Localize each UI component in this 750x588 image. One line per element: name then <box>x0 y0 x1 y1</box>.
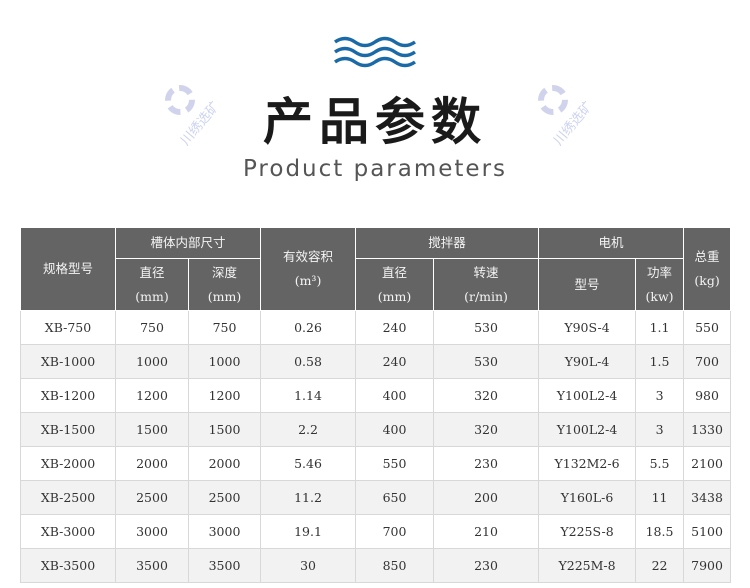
header-motor-model: 型号 <box>538 258 637 311</box>
table-cell: 320 <box>433 378 540 413</box>
product-parameters-table: 规格型号 槽体内部尺寸 有效容积 (m³) 搅拌器 电机 总重 (kg) 直径 (mm… <box>20 227 732 583</box>
table-cell: 1.14 <box>260 378 357 413</box>
page-subtitle: Product parameters <box>242 156 508 182</box>
table-cell: Y90S-4 <box>538 310 637 345</box>
table-cell: 18.5 <box>635 514 685 549</box>
table-cell: 2000 <box>115 446 189 481</box>
table-cell: 1500 <box>115 412 189 447</box>
table-cell: 550 <box>355 446 435 481</box>
table-cell: 3 <box>635 412 685 447</box>
header-agitator: 搅拌器 <box>355 227 540 259</box>
table-cell: 240 <box>355 344 435 379</box>
table-cell: Y160L-6 <box>538 480 637 515</box>
table-cell: 19.1 <box>260 514 357 549</box>
table-cell: 1.5 <box>635 344 685 379</box>
table-cell: 850 <box>355 548 435 583</box>
header-tank-depth: 深度 (mm) <box>187 258 262 311</box>
table-cell: 2500 <box>187 480 262 515</box>
table-cell: 530 <box>433 310 540 345</box>
table-cell: 3000 <box>115 514 189 549</box>
table-cell: 3500 <box>187 548 262 583</box>
table-cell: 700 <box>683 344 732 379</box>
table-cell: 1000 <box>115 344 189 379</box>
header-weight: 总重 (kg) <box>683 227 732 311</box>
table-cell: 230 <box>433 548 540 583</box>
table-cell: 2500 <box>115 480 189 515</box>
header-tank-diameter: 直径 (mm) <box>115 258 189 311</box>
table-cell: 5.46 <box>260 446 357 481</box>
table-row: XB-2500 2500 2500 11.2 650 200 Y160L-6 11 3438 <box>20 480 732 515</box>
table-cell: 3 <box>635 378 685 413</box>
table-cell: 700 <box>355 514 435 549</box>
header-agitator-diameter: 直径 (mm) <box>355 258 435 311</box>
table-cell: 11.2 <box>260 480 357 515</box>
table-cell: 240 <box>355 310 435 345</box>
header-volume: 有效容积 (m³) <box>260 227 357 311</box>
table-cell: 11 <box>635 480 685 515</box>
table-cell: Y225M-8 <box>538 548 637 583</box>
table-cell: 0.26 <box>260 310 357 345</box>
table-cell: Y225S-8 <box>538 514 637 549</box>
table-cell: 230 <box>433 446 540 481</box>
table-cell: 1.1 <box>635 310 685 345</box>
table-cell: 750 <box>115 310 189 345</box>
table-row: XB-2000 2000 2000 5.46 550 230 Y132M2-6 5.5 2100 <box>20 446 732 481</box>
wave-icon <box>333 36 417 68</box>
table-cell: Y90L-4 <box>538 344 637 379</box>
header-motor: 电机 <box>538 227 685 259</box>
table-cell: 980 <box>683 378 732 413</box>
table-cell: 200 <box>433 480 540 515</box>
table-cell: 5100 <box>683 514 732 549</box>
table-cell: 530 <box>433 344 540 379</box>
table-cell: 1200 <box>187 378 262 413</box>
table-cell: Y100L2-4 <box>538 378 637 413</box>
table-cell: 2100 <box>683 446 732 481</box>
table-cell: 30 <box>260 548 357 583</box>
table-cell: 2000 <box>187 446 262 481</box>
table-cell: XB-2500 <box>20 480 116 515</box>
table-cell: XB-1500 <box>20 412 116 447</box>
table-cell: 650 <box>355 480 435 515</box>
table-cell: 2.2 <box>260 412 357 447</box>
table-cell: 550 <box>683 310 732 345</box>
table-cell: 400 <box>355 412 435 447</box>
table-cell: 1200 <box>115 378 189 413</box>
table-cell: 750 <box>187 310 262 345</box>
table-row: XB-1200 1200 1200 1.14 400 320 Y100L2-4 3 980 <box>20 378 732 413</box>
table-cell: 7900 <box>683 548 732 583</box>
table-cell: Y100L2-4 <box>538 412 637 447</box>
table-cell: 210 <box>433 514 540 549</box>
table-cell: XB-3000 <box>20 514 116 549</box>
table-cell: 400 <box>355 378 435 413</box>
table-cell: 5.5 <box>635 446 685 481</box>
table-cell: XB-750 <box>20 310 116 345</box>
header-motor-power: 功率 (kw) <box>635 258 685 311</box>
table-cell: 1330 <box>683 412 732 447</box>
table-row: XB-750 750 750 0.26 240 530 Y90S-4 1.1 550 <box>20 310 732 345</box>
table-cell: 1500 <box>187 412 262 447</box>
table-cell: 1000 <box>187 344 262 379</box>
table-cell: 3500 <box>115 548 189 583</box>
table-cell: 320 <box>433 412 540 447</box>
table-row: XB-1000 1000 1000 0.58 240 530 Y90L-4 1.5 700 <box>20 344 732 379</box>
table-cell: 3000 <box>187 514 262 549</box>
table-row: XB-1500 1500 1500 2.2 400 320 Y100L2-4 3 1330 <box>20 412 732 447</box>
header-model: 规格型号 <box>20 227 116 311</box>
table-cell: 22 <box>635 548 685 583</box>
table-cell: XB-1000 <box>20 344 116 379</box>
header-tank: 槽体内部尺寸 <box>114 227 262 259</box>
table-cell: XB-3500 <box>20 548 116 583</box>
table-row: XB-3500 3500 3500 30 850 230 Y225M-8 22 7900 <box>20 548 732 583</box>
table-cell: 0.58 <box>260 344 357 379</box>
page-title: 产品参数 <box>263 93 487 151</box>
header-agitator-speed: 转速 (r/min) <box>433 258 540 311</box>
table-row: XB-3000 3000 3000 19.1 700 210 Y225S-8 18.5 5100 <box>20 514 732 549</box>
table-cell: 3438 <box>683 480 732 515</box>
table-cell: Y132M2-6 <box>538 446 637 481</box>
table-cell: XB-2000 <box>20 446 116 481</box>
table-cell: XB-1200 <box>20 378 116 413</box>
